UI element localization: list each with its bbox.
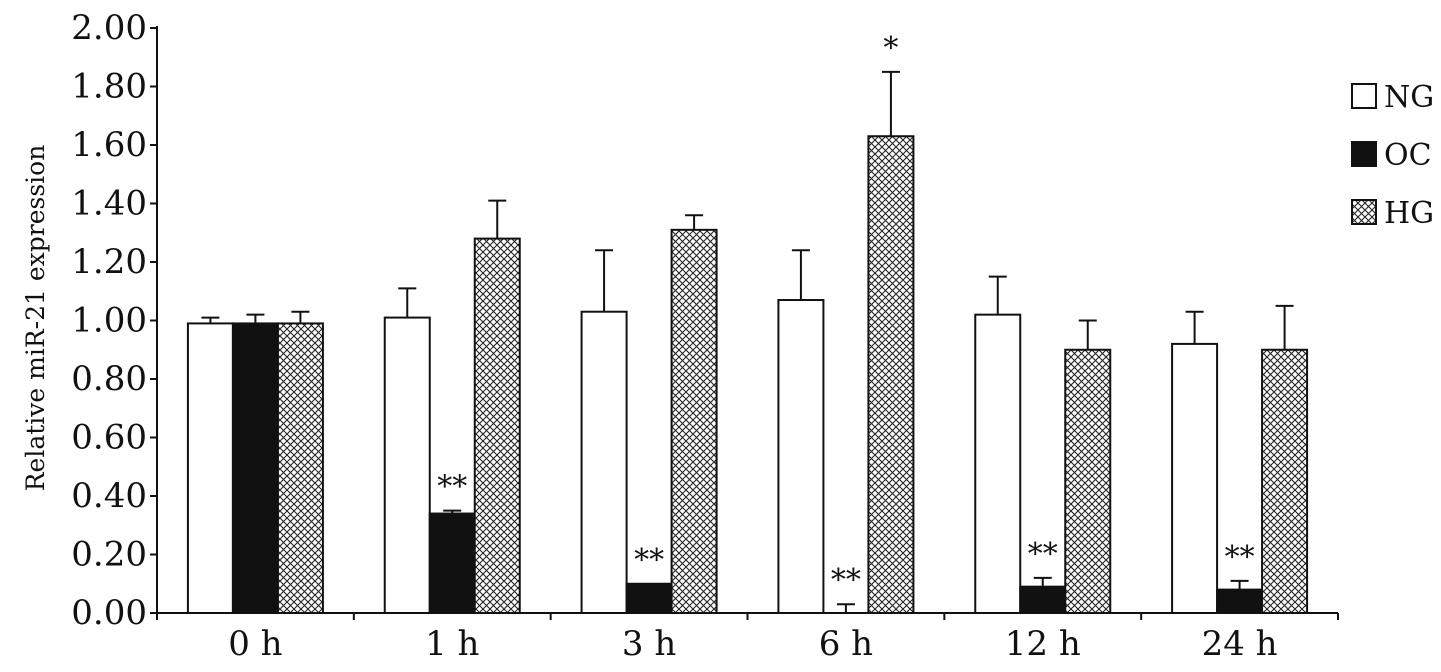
- bar-hg: [276, 322, 324, 614]
- bar-oc: [1019, 585, 1067, 614]
- bar-ng: [580, 310, 628, 614]
- significance-marker: **: [1028, 537, 1058, 572]
- bar-hg: [670, 228, 718, 614]
- y-tick-label: 0.20: [71, 535, 147, 575]
- x-tick-label: 6 h: [819, 624, 873, 664]
- legend-swatch-hg: [1351, 199, 1377, 225]
- bar-hg: [473, 237, 521, 614]
- bar-oc: [1216, 588, 1264, 614]
- bar-ng: [1171, 342, 1219, 614]
- x-tick-label: 3 h: [622, 624, 676, 664]
- y-tick-label: 1.40: [71, 184, 147, 224]
- bar-ng: [777, 299, 825, 614]
- y-tick-label: 1.00: [71, 301, 147, 341]
- y-tick-label: 1.80: [71, 67, 147, 107]
- x-tick-label: 24 h: [1202, 624, 1278, 664]
- x-tick-label: 0 h: [228, 624, 282, 664]
- legend-label-oc: OC: [1384, 138, 1432, 173]
- bar-hg: [1261, 348, 1309, 614]
- significance-marker: **: [437, 470, 467, 505]
- bar-ng: [186, 322, 234, 614]
- bar-ng: [974, 313, 1022, 614]
- significance-marker: *: [883, 31, 898, 66]
- x-tick-label: 12 h: [1005, 624, 1081, 664]
- plot-area: 0.00 0.20 0.40 0.60 0.80 1.00 1.20 1.40 1.60 1.80…: [71, 8, 1434, 664]
- y-tick-label: 0.40: [71, 476, 147, 516]
- legend-label-ng: NG: [1384, 80, 1434, 115]
- bar-oc: [428, 512, 476, 614]
- y-tick-label: 0.00: [71, 593, 147, 633]
- significance-marker: **: [831, 563, 861, 598]
- legend-swatch-ng: [1351, 83, 1377, 109]
- significance-marker: **: [634, 543, 664, 578]
- bar-hg: [867, 135, 915, 614]
- y-axis-title: Relative miR-21 expression: [21, 145, 50, 492]
- y-tick-label: 2.00: [71, 8, 147, 48]
- bar-hg: [1064, 348, 1112, 614]
- bar-ng: [383, 316, 431, 614]
- y-tick-label: 0.60: [71, 418, 147, 458]
- y-tick-label: 1.60: [71, 125, 147, 165]
- bar-oc: [625, 582, 673, 614]
- significance-marker: **: [1225, 540, 1255, 575]
- x-tick-label: 1 h: [425, 624, 479, 664]
- y-tick-label: 0.80: [71, 359, 147, 399]
- legend-label-hg: HG: [1384, 196, 1434, 231]
- y-tick-label: 1.20: [71, 242, 147, 282]
- legend-swatch-oc: [1351, 141, 1377, 167]
- bar-oc: [231, 322, 279, 614]
